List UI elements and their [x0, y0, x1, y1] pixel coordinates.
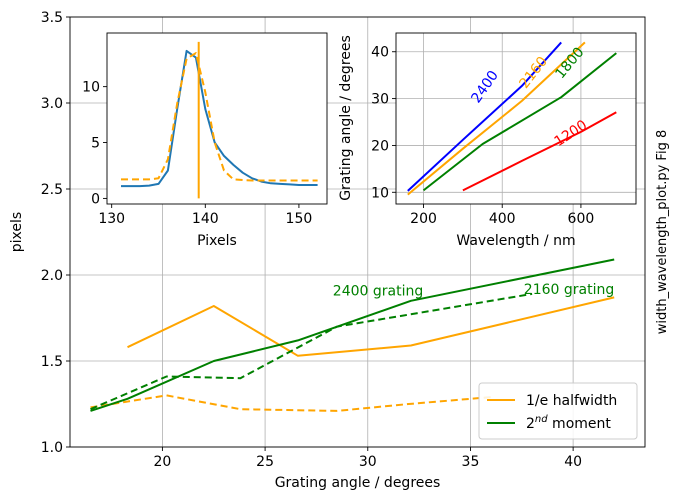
main-series-2-line — [90, 258, 615, 412]
main-frame — [69, 16, 646, 448]
main-series-3-line — [90, 292, 533, 411]
main-ytick-label-0: 1.0 — [41, 440, 63, 456]
inset-left-series-1-line — [121, 52, 318, 182]
inset-right-background — [396, 33, 636, 204]
legend-label-1: 2nd moment — [526, 414, 611, 432]
inset-left-xtick-label-0: 130 — [98, 211, 125, 227]
main-xtick-label-4: 40 — [564, 454, 582, 470]
inset-left-ytick-label-1: 5 — [91, 136, 100, 152]
inset-right-ytick-label-0: 10 — [371, 185, 389, 201]
inset-left-background — [107, 33, 327, 204]
inset-left-xlabel: Pixels — [197, 233, 237, 249]
inset-left-frame — [106, 32, 328, 205]
inset-right-axes: 200 400 600 10 20 30 40 Wavelength / nm Grating … — [338, 32, 637, 249]
side-label: width_wavelength_plot.py Fig 8 — [655, 130, 670, 334]
main-annotation-0: 2400 grating — [333, 284, 423, 300]
inset-right-ytick-label-1: 20 — [371, 138, 389, 154]
main-ytick-label-3: 2.5 — [41, 182, 63, 198]
inset-right-xlabel: Wavelength / nm — [456, 233, 575, 249]
legend-label-0: 1/e halfwidth — [526, 393, 617, 409]
main-ytick-label-2: 2.0 — [41, 268, 63, 284]
main-ytick-label-1: 1.5 — [41, 354, 63, 370]
inset-right-ytick-label-2: 30 — [371, 92, 389, 108]
legend-box — [478, 382, 638, 440]
inset-left-ytick-label-0: 0 — [91, 191, 100, 207]
inset-left-xtick-label-2: 150 — [286, 211, 313, 227]
main-annotation-1: 2160 grating — [524, 282, 614, 298]
main-xtick-label-1: 25 — [256, 454, 274, 470]
inset-left-series-0-line — [121, 49, 318, 188]
main-ylabel: pixels — [9, 212, 25, 252]
inset-right-series-0-line — [407, 41, 562, 192]
main-series-1-line — [90, 394, 492, 412]
main-ytick-label-4: 3.0 — [41, 96, 63, 112]
inset-right-ylabel: Grating angle / degrees — [338, 35, 354, 201]
inset-right-series-3-line — [462, 111, 617, 192]
inset-right-series-2-line — [422, 52, 617, 192]
inset-left-ytick-label-2: 10 — [82, 80, 100, 96]
main-xlabel: Grating angle / degrees — [275, 475, 441, 491]
inset-right-xtick-label-0: 200 — [410, 211, 437, 227]
inset-right-ytick-label-3: 40 — [371, 45, 389, 61]
inset-left-axes: 130 140 150 0 5 10 Pixels — [82, 32, 328, 249]
inset-right-xtick-label-2: 600 — [568, 211, 595, 227]
main-xtick-label-3: 35 — [462, 454, 480, 470]
inset-left-xtick-label-1: 140 — [192, 211, 219, 227]
main-ytick-label-5: 3.5 — [41, 10, 63, 26]
inset-right-xtick-label-1: 400 — [489, 211, 516, 227]
main-xtick-label-0: 20 — [153, 454, 171, 470]
inset-right-series-1-line — [407, 41, 586, 196]
main-series-0-line — [127, 296, 615, 357]
main-xtick-label-2: 30 — [359, 454, 377, 470]
inset-right-frame — [395, 32, 637, 205]
